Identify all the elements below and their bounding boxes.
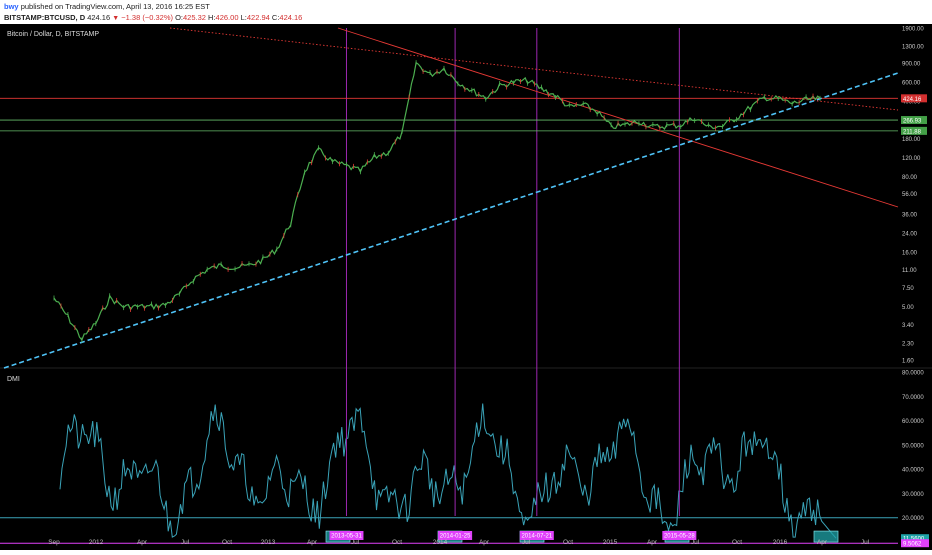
time-tick-label: Apr [817, 539, 828, 546]
price-tick-label: 400.00 [902, 100, 921, 106]
time-tick-label: Oct [222, 539, 232, 546]
time-tick-label: Apr [647, 539, 658, 546]
chart-area[interactable]: 2013-05-31 2014-01-25 2014-07-21 2015-05-28… [0, 24, 932, 550]
price-tick-label: 5.00 [902, 305, 914, 311]
time-tick-label: Apr [479, 539, 490, 546]
price-label-text: 211.88 [903, 129, 922, 135]
time-tick-label: 2013 [261, 539, 276, 546]
price-tick-label: 180.00 [902, 137, 921, 143]
time-tick-label: Jul [691, 539, 700, 546]
dmi-level-value-text: 9.5062 [903, 542, 922, 548]
dmi-tick-label: 50.0000 [902, 443, 924, 449]
price-label-box [901, 126, 927, 135]
high-label: H: [208, 13, 216, 22]
price-tick-label: 900.00 [902, 62, 921, 68]
dmi-tick-label: 80.0000 [902, 371, 924, 377]
time-tick-label: Oct [732, 539, 742, 546]
low-value: 422.94 [246, 13, 270, 22]
price-change: −1.38 (−0.32%) [121, 13, 173, 22]
close-label: C: [271, 13, 280, 22]
close-value: 424.16 [279, 13, 303, 22]
date-marker-text: 2013-05-31 [331, 534, 362, 540]
price-label-text: 266.93 [903, 119, 922, 125]
price-tick-label: 11.00 [902, 268, 917, 274]
down-arrow-icon: ▼ [112, 15, 120, 22]
price-tick-label: 7.50 [902, 286, 914, 292]
time-tick-label: Sep [48, 539, 60, 546]
time-tick-label: Jul [181, 539, 190, 546]
price-tick-label: 16.00 [902, 251, 918, 257]
time-tick-label: 2015 [603, 539, 618, 546]
published-text: published on TradingView.com, April 13, … [20, 2, 210, 11]
dmi-tick-label: 20.0000 [902, 516, 924, 522]
dmi-level-value-box [901, 539, 929, 548]
price-tick-label: 1.60 [902, 359, 914, 365]
dmi-low-highlight [813, 530, 839, 543]
chart-svg[interactable]: 2013-05-31 2014-01-25 2014-07-21 2015-05-28… [0, 24, 932, 550]
date-marker-text: 2015-05-28 [664, 534, 695, 540]
time-tick-label: Jul [351, 539, 360, 546]
price-tick-label: 3.40 [902, 323, 914, 329]
price-tick-label: 120.00 [902, 156, 921, 162]
time-tick-label: Jul [522, 539, 531, 546]
high-value: 426.00 [215, 13, 239, 22]
price-tick-label: 2.30 [902, 341, 914, 347]
low-label: L: [240, 13, 247, 22]
price-tick-label: 36.00 [902, 212, 918, 218]
price-label-box [901, 94, 927, 103]
price-tick-label: 1300.00 [902, 44, 924, 50]
open-label: O: [175, 13, 183, 22]
date-marker-box [438, 531, 473, 540]
dmi-title: DMI [7, 376, 20, 383]
dmi-last-value-box [901, 534, 929, 543]
red-dotted-trend-line [169, 27, 899, 111]
publish-line: bwy published on TradingView.com, April … [4, 2, 210, 11]
time-tick-label: Oct [392, 539, 402, 546]
author-name[interactable]: bwy [4, 2, 19, 11]
chart-header: bwy published on TradingView.com, April … [0, 0, 932, 24]
date-marker-text: 2014-01-25 [440, 534, 471, 540]
symbol-label: BITSTAMP:BTCUSD, D [4, 13, 86, 22]
time-tick-label: 2016 [773, 539, 788, 546]
time-tick-label: Apr [307, 539, 318, 546]
price-tick-label: 1900.00 [902, 27, 924, 33]
ohlc-line: BITSTAMP:BTCUSD, D 424.16 ▼ −1.38 (−0.32… [4, 13, 302, 22]
price-label-box [901, 116, 927, 125]
main-chart-title: Bitcoin / Dollar, D, BITSTAMP [7, 31, 99, 38]
price-tick-label: 600.00 [902, 81, 921, 87]
price-tick-label: 24.00 [902, 232, 918, 238]
blue-dashed-uptrend-line [3, 72, 899, 369]
date-marker-box [519, 531, 554, 540]
price-tick-label: 56.00 [902, 192, 918, 198]
time-tick-label: Oct [563, 539, 573, 546]
btc-price-series [53, 61, 821, 342]
last-price: 424.16 [87, 13, 111, 22]
date-marker-box [329, 531, 364, 540]
date-marker-box [662, 531, 697, 540]
dmi-tick-label: 30.0000 [902, 492, 924, 498]
date-marker-text: 2014-07-21 [521, 534, 552, 540]
dmi-tick-label: 60.0000 [902, 419, 924, 425]
dmi-tick-label: 70.0000 [902, 395, 924, 401]
dmi-series-line [59, 403, 837, 539]
price-label-text: 424.16 [903, 97, 922, 103]
open-value: 425.32 [183, 13, 206, 22]
time-tick-label: 2012 [89, 539, 104, 546]
red-downtrend-line [337, 27, 899, 208]
price-tick-label: 80.00 [902, 175, 918, 181]
dmi-tick-label: 40.0000 [902, 468, 924, 474]
time-tick-label: Apr [137, 539, 148, 546]
time-tick-label: Jul [861, 539, 870, 546]
time-tick-label: 2014 [433, 539, 448, 546]
